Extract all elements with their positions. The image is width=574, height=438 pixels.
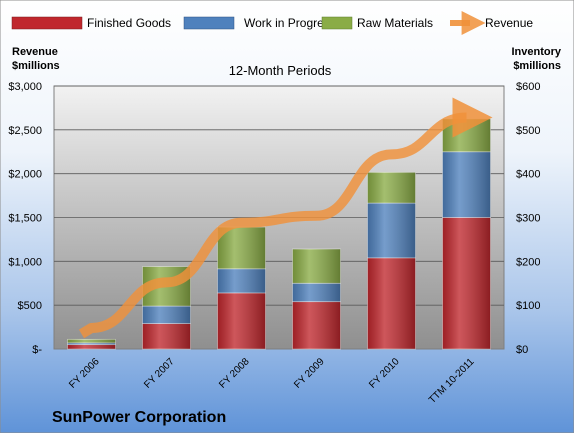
- right-axis-title-line2: $millions: [513, 60, 561, 72]
- chart-subtitle: 12-Month Periods: [229, 63, 332, 78]
- right-tick-label: $300: [516, 213, 540, 225]
- legend-label-revenue: Revenue: [485, 16, 533, 30]
- bar-shading: [368, 172, 416, 203]
- legend-label-raw-materials: Raw Materials: [357, 16, 433, 30]
- right-axis-title-line1: Inventory: [511, 46, 561, 58]
- bar-shading: [368, 258, 416, 349]
- bar-shading: [68, 345, 116, 349]
- legend-swatch-work-in-progress: [184, 17, 234, 29]
- bar-shading: [218, 269, 266, 293]
- legend-item-raw-materials: Raw Materials: [322, 16, 433, 30]
- bar-shading: [443, 218, 491, 350]
- bar-shading: [443, 152, 491, 218]
- legend-swatch-finished-goods: [12, 17, 82, 29]
- left-tick-label: $1,000: [8, 256, 42, 268]
- chart-caption: SunPower Corporation: [52, 409, 226, 426]
- legend-item-work-in-progress: Work in Progress: [184, 16, 336, 30]
- right-tick-label: $600: [516, 81, 540, 93]
- right-tick-label: $0: [516, 344, 528, 356]
- left-tick-label: $-: [32, 344, 42, 356]
- bar-shading: [143, 306, 191, 324]
- left-tick-label: $3,000: [8, 81, 42, 93]
- right-tick-label: $100: [516, 300, 540, 312]
- bar-shading: [143, 324, 191, 349]
- legend-label-finished-goods: Finished Goods: [87, 16, 171, 30]
- bar-shading: [293, 302, 341, 349]
- right-tick-label: $500: [516, 125, 540, 137]
- right-tick-label: $400: [516, 169, 540, 181]
- left-tick-label: $1,500: [8, 213, 42, 225]
- right-tick-label: $200: [516, 256, 540, 268]
- bar-shading: [293, 249, 341, 283]
- left-tick-label: $2,500: [8, 125, 42, 137]
- bar-shading: [68, 339, 116, 343]
- bar-shading: [218, 293, 266, 349]
- bar-shading: [293, 283, 341, 301]
- left-axis-title-line1: Revenue: [12, 46, 58, 58]
- legend-item-finished-goods: Finished Goods: [12, 16, 171, 30]
- left-tick-label: $2,000: [8, 169, 42, 181]
- bar-shading: [368, 203, 416, 258]
- left-axis-title-line2: $millions: [12, 60, 60, 72]
- left-tick-label: $500: [18, 300, 42, 312]
- legend-swatch-raw-materials: [322, 17, 352, 29]
